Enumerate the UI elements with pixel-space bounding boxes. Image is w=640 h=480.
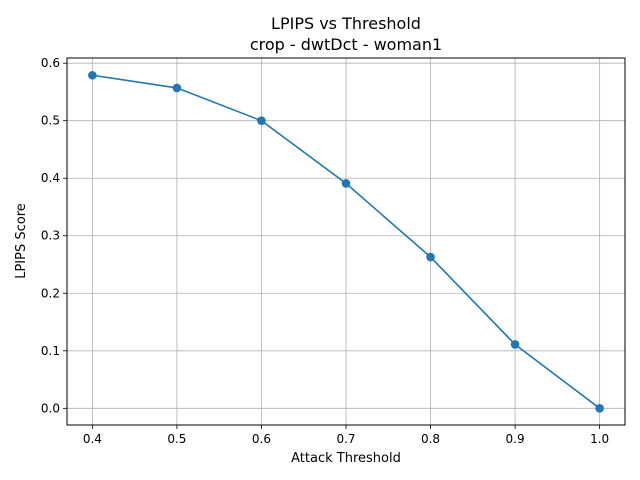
y-tick-label: 0.0 xyxy=(41,401,60,415)
series-layer xyxy=(88,70,604,413)
y-tick-label: 0.1 xyxy=(41,344,60,358)
x-tick-label: 0.5 xyxy=(167,432,186,446)
y-tick-label: 0.4 xyxy=(41,171,60,185)
x-tick-label: 0.7 xyxy=(336,432,355,446)
y-tick-label: 0.6 xyxy=(41,56,60,70)
data-point xyxy=(595,404,604,413)
data-point xyxy=(426,252,435,262)
x-tick-label: 1.0 xyxy=(590,432,609,446)
x-axis-label: Attack Threshold xyxy=(291,451,401,466)
x-tick-label: 0.4 xyxy=(83,432,102,446)
ticks: 0.4 0.5 0.6 0.7 0.8 0.9 1.0 0.0 0.1 0.2 0.3 0.4 0.5 0… xyxy=(41,56,609,446)
data-point xyxy=(257,116,266,126)
y-tick-label: 0.2 xyxy=(41,286,60,300)
data-point xyxy=(88,70,97,80)
x-tick-label: 0.6 xyxy=(252,432,271,446)
chart-subtitle: crop - dwtDct - woman1 xyxy=(250,35,442,54)
data-point xyxy=(172,83,182,93)
y-axis-label: LPIPS Score xyxy=(14,203,29,279)
y-tick-label: 0.5 xyxy=(41,114,60,128)
x-tick-label: 0.9 xyxy=(506,432,525,446)
data-point xyxy=(510,340,520,349)
data-point xyxy=(341,179,351,188)
x-tick-label: 0.8 xyxy=(421,432,440,446)
y-tick-label: 0.3 xyxy=(41,229,60,243)
chart-title: LPIPS vs Threshold xyxy=(271,14,421,33)
